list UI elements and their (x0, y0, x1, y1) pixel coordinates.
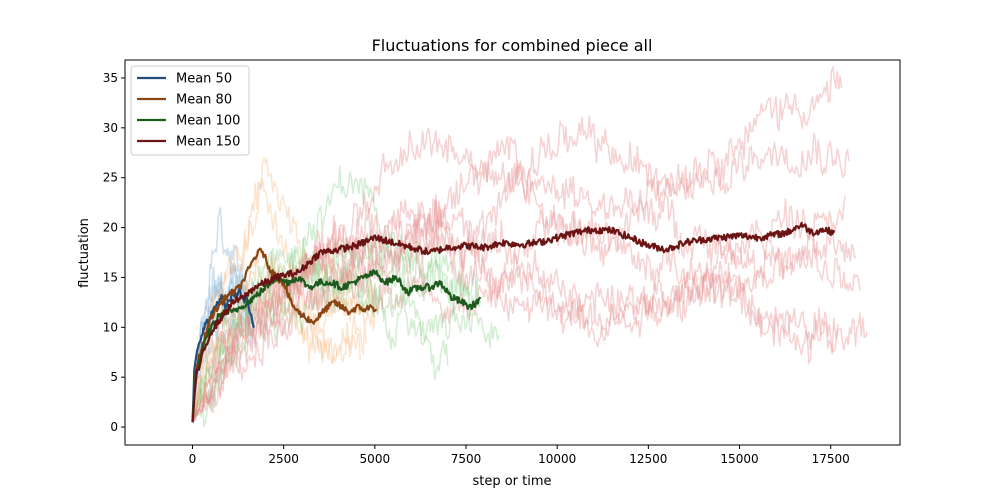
background-run-15 (191, 231, 478, 423)
background-run-19 (191, 213, 857, 423)
y-axis-label: fluctuation (77, 218, 92, 288)
x-tick-label: 0 (189, 452, 197, 466)
background-run-6 (191, 249, 376, 423)
plot-frame (124, 59, 901, 446)
x-tick-label: 7500 (451, 452, 482, 466)
background-run-7 (191, 178, 368, 423)
legend-label: Mean 50 (176, 72, 232, 87)
background-run-20 (191, 220, 839, 423)
x-tick-label: 2500 (268, 452, 299, 466)
legend-label: Mean 80 (176, 93, 232, 108)
legend-label: Mean 150 (176, 135, 240, 150)
x-tick-label: 15000 (720, 452, 758, 466)
chart-title: Fluctuations for combined piece all (372, 36, 653, 55)
x-tick-label: 10000 (538, 452, 576, 466)
background-run-8 (191, 248, 380, 423)
x-tick-label: 17500 (812, 452, 850, 466)
background-run-16 (191, 127, 868, 423)
y-axis: 0 5 10 15 20 25 30 35 (103, 71, 125, 434)
background-run-9 (191, 285, 361, 423)
x-axis-label: step or time (472, 474, 551, 489)
y-tick-label: 10 (103, 320, 118, 334)
series-line-mean-100 (191, 269, 482, 423)
background-run-11 (191, 238, 482, 423)
y-tick-label: 20 (103, 221, 118, 235)
x-tick-label: 5000 (360, 452, 391, 466)
legend: Mean 50 Mean 80 Mean 100 Mean 150 (130, 65, 250, 156)
y-tick-label: 15 (103, 270, 118, 284)
legend-box (130, 65, 250, 156)
y-tick-label: 5 (110, 370, 118, 384)
x-axis: 0 2500 5000 7500 10000 12500 15000 17500 (189, 445, 850, 466)
background-run-14 (191, 271, 449, 428)
series-line-mean-150 (191, 221, 836, 423)
mean-series (191, 221, 836, 423)
y-tick-label: 30 (103, 121, 118, 135)
legend-label: Mean 100 (176, 114, 240, 129)
y-tick-label: 35 (103, 71, 118, 85)
y-tick-label: 25 (103, 171, 118, 185)
series-line-mean-80 (191, 247, 378, 423)
x-tick-label: 12500 (629, 452, 667, 466)
y-tick-label: 0 (110, 420, 118, 434)
